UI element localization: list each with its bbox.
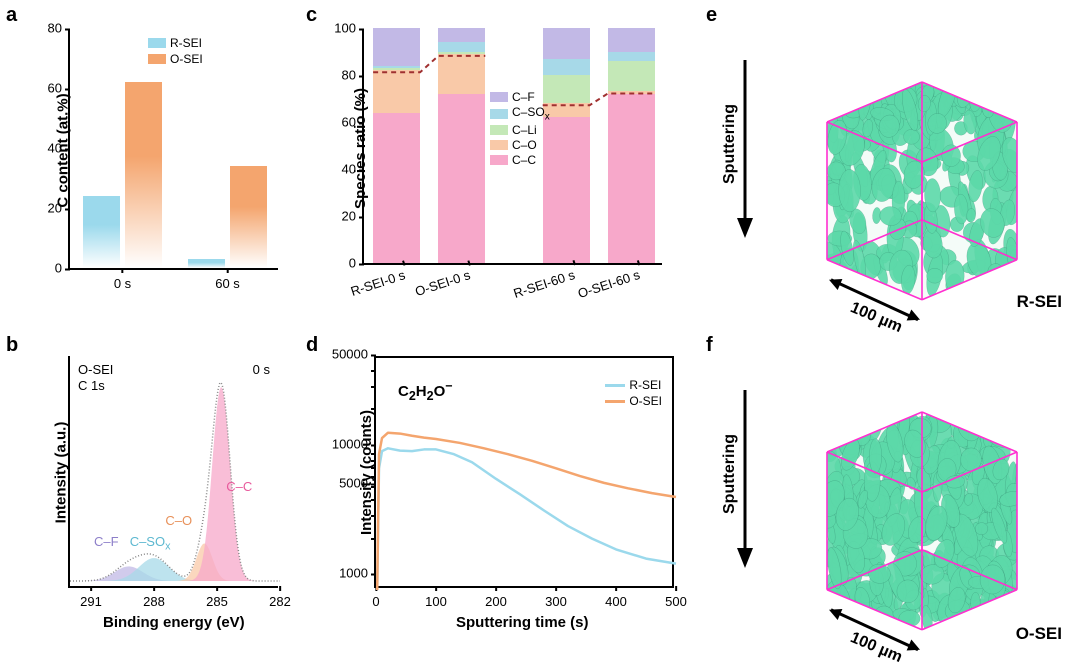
panel-d-xlabel: Sputtering time (s) <box>456 614 589 631</box>
legend-swatch <box>490 140 508 150</box>
legend-text: R-SEI <box>629 378 661 392</box>
legend-text: R-SEI <box>170 36 202 50</box>
panel-b-peak-label: C–F <box>94 534 119 549</box>
legend-line <box>605 400 625 403</box>
legend-item: C–C <box>490 153 550 167</box>
panel-b-xtick: 282 <box>269 586 291 609</box>
panel-b: b 291 288 285 282 O-SEIC 1s 0 s C–F C–SOx C–O C–C… <box>0 330 300 662</box>
panel-c-ytick: 20 <box>342 209 364 224</box>
panel-c-legend: C–FC–SOxC–LiC–OC–C <box>490 90 550 168</box>
cube-caption: R-SEI <box>1017 292 1062 312</box>
panel-d: d 1000500010000500000100200300400500C2H2… <box>300 330 700 662</box>
panel-a-label: a <box>6 4 17 27</box>
panel-a-ylabel: C content (at.%) <box>55 93 72 207</box>
panel-c-label: c <box>306 4 317 27</box>
legend-swatch <box>490 92 508 102</box>
panel-c-xtick: R-SEI-0 s <box>348 267 406 299</box>
panel-d-legend: R-SEI O-SEI <box>605 378 662 410</box>
cube-scene: 100 µm <box>772 18 1062 308</box>
panel-c-ylabel: Species ratio (%) <box>352 88 369 209</box>
legend-text: C–F <box>512 90 535 104</box>
panel-b-annot: O-SEI <box>78 362 113 377</box>
panel-a-xtick: 60 s <box>215 268 240 291</box>
panel-d-plot: 1000500010000500000100200300400500C2H2O−… <box>374 356 674 588</box>
panel-d-annot: C2H2O− <box>398 379 453 403</box>
legend-item: C–Li <box>490 123 550 137</box>
cube-caption: O-SEI <box>1016 624 1062 644</box>
legend-item: O-SEI <box>148 52 203 66</box>
panel-b-peak-label: C–SOx <box>130 534 171 553</box>
legend-item: C–SOx <box>490 105 550 122</box>
sputtering-label: Sputtering <box>721 424 739 524</box>
panel-a-bar <box>83 196 121 268</box>
panel-a-legend: R-SEI O-SEI <box>148 36 203 68</box>
panel-d-ytick: 50000 <box>332 347 376 362</box>
panel-b-plot: 291288285282O-SEIC 1s0 sC–FC–SOxC–OC–C <box>68 356 278 588</box>
panel-f-label: f <box>706 334 713 357</box>
panel-f: f 100 µm Sputtering O-SEI <box>700 330 1080 662</box>
panel-c-xtick: R-SEI-60 s <box>512 267 577 301</box>
panel-b-xtick: 285 <box>206 586 228 609</box>
panel-c-xtick: O-SEI-60 s <box>576 267 642 301</box>
panel-c-ytick: 80 <box>342 68 364 83</box>
svg-text:100 µm: 100 µm <box>848 629 905 662</box>
legend-line <box>605 384 625 387</box>
legend-text: C–O <box>512 138 537 152</box>
panel-e: e 100 µm Sputtering R-SEI <box>700 0 1080 330</box>
legend-text: C–Li <box>512 123 537 137</box>
panel-d-ylabel: Intensity (counts) <box>358 410 375 535</box>
legend-item: O-SEI <box>605 394 662 408</box>
legend-swatch <box>148 54 166 64</box>
legend-text: C–C <box>512 153 536 167</box>
cube-scene: 100 µm <box>772 348 1062 638</box>
legend-item: C–F <box>490 90 550 104</box>
panel-d-label: d <box>306 334 318 357</box>
panel-a: a 0204060800 s60 s C content (at.%) R-SE… <box>0 0 300 330</box>
panel-a-bar <box>125 82 163 268</box>
panel-c-xtick: O-SEI-0 s <box>413 267 472 299</box>
figure-grid: a 0204060800 s60 s C content (at.%) R-SE… <box>0 0 1080 662</box>
legend-swatch <box>490 155 508 165</box>
legend-text: C–SOx <box>512 105 550 122</box>
panel-b-peak-label: C–O <box>165 513 192 528</box>
panel-d-ytick: 1000 <box>339 566 376 581</box>
panel-b-label: b <box>6 334 18 357</box>
legend-swatch <box>148 38 166 48</box>
panel-b-annot: C 1s <box>78 378 105 393</box>
legend-item: R-SEI <box>605 378 662 392</box>
panel-b-ylabel: Intensity (a.u.) <box>52 422 69 524</box>
legend-item: C–O <box>490 138 550 152</box>
legend-text: O-SEI <box>629 394 662 408</box>
panel-b-xtick: 291 <box>80 586 102 609</box>
panel-c-ytick: 100 <box>334 21 364 36</box>
panel-e-label: e <box>706 4 717 27</box>
panel-a-ytick: 0 <box>55 261 70 276</box>
legend-text: O-SEI <box>170 52 203 66</box>
panel-b-xlabel: Binding energy (eV) <box>103 614 245 631</box>
panel-b-annot-right: 0 s <box>253 362 270 377</box>
legend-swatch <box>490 109 508 119</box>
panel-a-bar <box>230 166 268 268</box>
panel-a-xtick: 0 s <box>114 268 131 291</box>
legend-item: R-SEI <box>148 36 203 50</box>
panel-b-peak-label: C–C <box>226 479 252 494</box>
panel-c-ytick: 0 <box>349 256 364 271</box>
sputtering-label: Sputtering <box>721 94 739 194</box>
panel-a-bar <box>188 259 226 268</box>
panel-a-ytick: 80 <box>48 21 70 36</box>
legend-swatch <box>490 125 508 135</box>
panel-c: c 020406080100R-SEI-0 sO-SEI-0 sR-SEI-60… <box>300 0 700 330</box>
panel-b-xtick: 288 <box>143 586 165 609</box>
